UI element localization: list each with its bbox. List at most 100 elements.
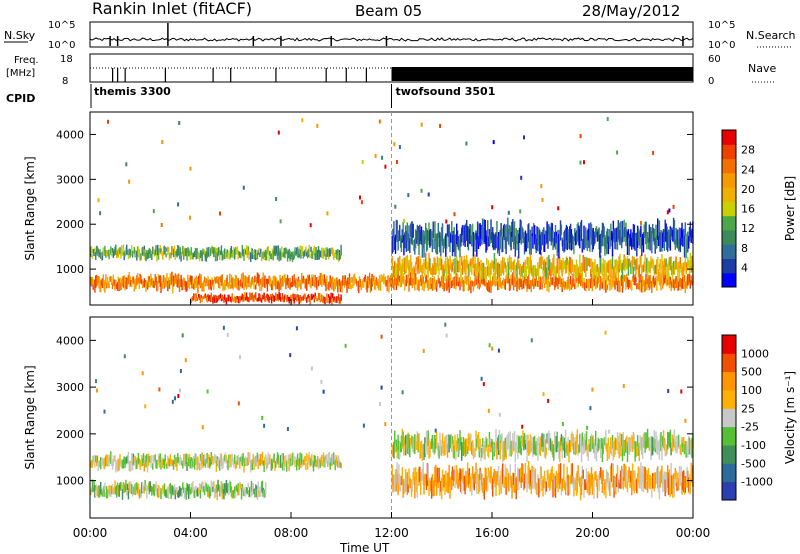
velocity-cell <box>199 454 202 462</box>
velocity-cell <box>512 433 514 450</box>
velocity-cell <box>562 436 564 450</box>
power-cell <box>485 266 487 278</box>
power-cell <box>195 293 197 299</box>
power-cell <box>483 278 486 286</box>
velocity-cell <box>164 489 166 497</box>
velocity-cell <box>205 458 208 465</box>
velocity-cell <box>440 439 442 456</box>
velocity-cell <box>461 479 463 494</box>
velocity-cell <box>624 441 626 452</box>
power-cell <box>512 260 515 276</box>
velocity-cell <box>115 486 117 495</box>
power-cell <box>552 230 554 250</box>
power-cell <box>665 279 667 285</box>
velocity-cell <box>162 486 165 494</box>
velocity-cell <box>253 488 255 495</box>
velocity-cell <box>478 447 481 458</box>
velocity-cell <box>595 474 598 487</box>
velocity-cell <box>422 462 424 485</box>
power-cell <box>653 266 656 276</box>
power-cell <box>340 280 342 289</box>
velocity-cell <box>213 456 215 464</box>
velocity-cell <box>445 470 447 486</box>
power-speckle <box>492 140 495 145</box>
power-cell <box>233 278 235 286</box>
velocity-cell <box>491 439 493 448</box>
power-cell <box>126 278 129 287</box>
velocity-speckle <box>445 333 448 338</box>
power-cell <box>584 282 586 291</box>
power-cell <box>245 245 248 256</box>
velocity-cell <box>157 454 160 462</box>
power-cell <box>399 235 402 248</box>
power-cell <box>652 228 655 242</box>
power-cell <box>491 281 493 287</box>
power-cell <box>611 275 614 288</box>
power-cell <box>204 280 207 287</box>
velocity-cell <box>616 432 619 451</box>
power-cell <box>638 264 641 281</box>
velocity-cell <box>417 433 419 453</box>
power-cell <box>639 255 641 266</box>
power-cell <box>213 296 216 303</box>
velocity-cell <box>420 441 422 459</box>
velocity-cell <box>476 474 478 495</box>
velocity-speckle <box>480 376 483 381</box>
power-cell <box>582 282 584 288</box>
power-cell <box>468 262 471 276</box>
power-cell <box>559 229 561 240</box>
power-cell <box>379 280 382 291</box>
power-cell <box>627 279 630 290</box>
power-cell <box>612 273 615 285</box>
power-cell <box>564 230 566 252</box>
velocity-cell <box>199 489 202 499</box>
power-cell <box>635 277 637 283</box>
power-cell <box>171 246 173 256</box>
power-cell <box>631 283 633 291</box>
power-cell <box>251 248 254 259</box>
velocity-cell <box>521 437 523 448</box>
power-cell <box>391 256 393 270</box>
power-cell <box>232 277 234 290</box>
velocity-cell <box>301 461 304 467</box>
power-cell <box>399 224 401 241</box>
power-cell <box>260 298 263 303</box>
power-cell <box>585 236 588 246</box>
velocity-cell <box>229 480 231 491</box>
power-cell <box>307 276 310 285</box>
power-cell <box>413 239 415 251</box>
power-cell <box>501 281 503 289</box>
power-cell <box>626 277 629 288</box>
power-cell <box>91 254 94 259</box>
power-cell <box>545 276 548 284</box>
power-cell <box>122 276 125 288</box>
velocity-cell <box>340 463 342 469</box>
power-cell <box>412 268 414 278</box>
velocity-cell <box>670 463 672 487</box>
power-cell <box>451 262 454 272</box>
power-cell <box>492 232 495 251</box>
power-cell <box>172 280 174 294</box>
power-cell <box>506 277 508 284</box>
power-cell <box>617 263 620 280</box>
power-cell <box>332 276 334 284</box>
power-speckle <box>107 119 109 124</box>
velocity-cell <box>146 459 149 473</box>
velocity-cell <box>285 455 287 466</box>
velocity-cell <box>559 437 562 452</box>
power-cell <box>404 232 406 248</box>
power-cell <box>605 277 608 289</box>
power-cell <box>518 233 520 259</box>
power-cell <box>394 275 396 285</box>
velocity-cell <box>432 441 434 453</box>
velocity-cell <box>236 456 239 465</box>
power-cell <box>660 229 662 251</box>
power-cell <box>121 278 123 287</box>
velocity-cell <box>588 439 590 451</box>
power-cell <box>251 292 254 300</box>
velocity-cell <box>333 454 336 462</box>
power-cell <box>604 274 606 283</box>
power-cell <box>678 265 681 279</box>
velocity-cell <box>453 469 455 482</box>
power-cell <box>604 260 606 269</box>
